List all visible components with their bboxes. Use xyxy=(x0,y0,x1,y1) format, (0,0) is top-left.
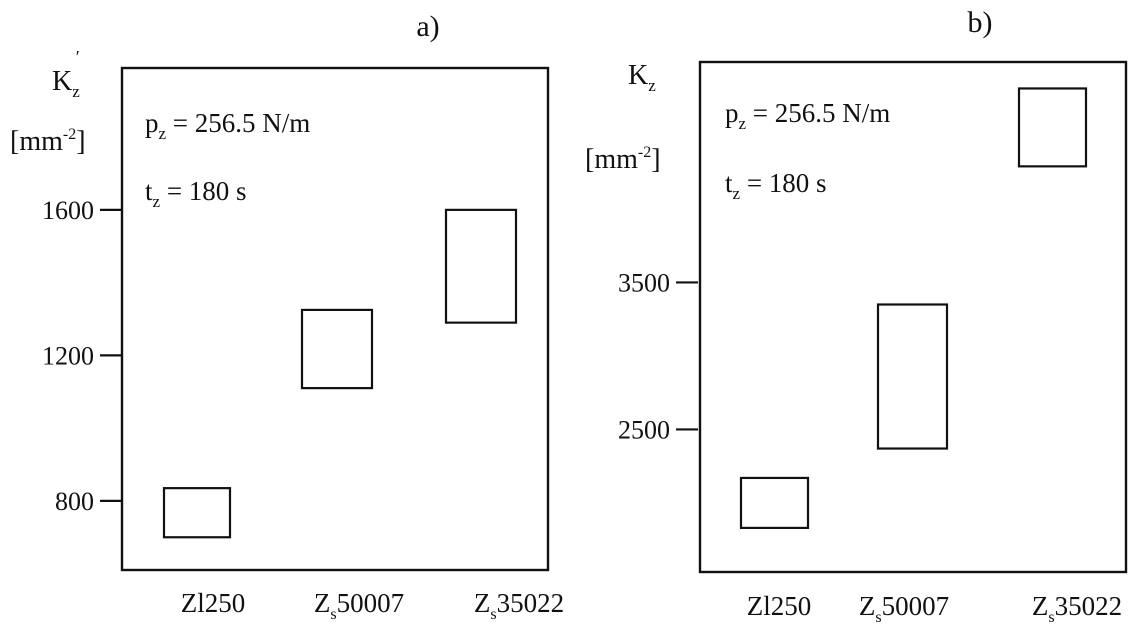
annotation-subscript: z xyxy=(159,124,167,143)
annotation-value: = 256.5 N/m xyxy=(746,98,890,128)
category-label-3: Zs35022 xyxy=(474,588,564,623)
category-subscript: s xyxy=(875,609,881,626)
unit-base: [mm xyxy=(10,126,63,157)
y-tick-label: 1600 xyxy=(42,196,94,225)
annotation-pressure: pz = 256.5 N/m xyxy=(145,108,310,143)
range-box-3 xyxy=(444,208,518,324)
unit-base: [mm xyxy=(585,144,638,175)
y-axis-subscript: z xyxy=(648,76,656,95)
y-tick-label: 800 xyxy=(55,487,94,516)
category-suffix: 50007 xyxy=(882,591,950,621)
unit-superscript: -2 xyxy=(63,126,76,143)
category-subscript: s xyxy=(1048,609,1054,626)
annotation-subscript: z xyxy=(733,184,741,203)
category-subscript: s xyxy=(330,606,336,623)
annotation-value: = 256.5 N/m xyxy=(166,108,310,138)
category-base: Zl250 xyxy=(181,588,246,618)
y-axis-symbol: K xyxy=(628,60,648,91)
y-tick-label: 1200 xyxy=(42,341,94,370)
category-label-1: Zl250 xyxy=(181,588,246,618)
annotation-pressure: pz = 256.5 N/m xyxy=(725,98,890,133)
annotation-symbol: t xyxy=(725,168,733,198)
category-suffix: 35022 xyxy=(497,588,565,618)
category-base: Zl250 xyxy=(747,591,812,621)
annotation-symbol: p xyxy=(725,98,739,128)
range-box-3 xyxy=(1017,87,1088,168)
category-base: Z xyxy=(859,591,876,621)
annotation-subscript: z xyxy=(153,192,161,211)
panel-label: a) xyxy=(416,10,439,43)
annotation-time: tz = 180 s xyxy=(725,168,827,203)
category-suffix: 50007 xyxy=(337,588,405,618)
range-box-1 xyxy=(739,476,810,530)
annotation-symbol: t xyxy=(145,176,153,206)
category-label-3: Zs35022 xyxy=(1032,591,1122,626)
range-box-2 xyxy=(876,303,949,450)
y-axis-unit: [mm-2] xyxy=(585,144,661,175)
panel-label: b) xyxy=(968,6,993,39)
y-axis-prime: ′ xyxy=(76,47,80,67)
category-base: Z xyxy=(314,588,331,618)
plot-frame xyxy=(698,60,1128,574)
annotation-symbol: p xyxy=(145,108,159,138)
category-suffix: 35022 xyxy=(1055,591,1123,621)
y-axis-unit: [mm-2] xyxy=(10,126,86,157)
annotation-value: = 180 s xyxy=(160,176,246,206)
annotation-subscript: z xyxy=(739,114,747,133)
y-axis-label: Kz xyxy=(628,60,656,95)
unit-close: ] xyxy=(651,144,660,175)
unit-superscript: -2 xyxy=(638,144,651,161)
plot-frame xyxy=(120,66,550,572)
y-tick-label: 3500 xyxy=(618,268,670,297)
range-box-2 xyxy=(300,308,374,390)
range-box-1 xyxy=(162,487,232,539)
annotation-value: = 180 s xyxy=(740,168,826,198)
unit-close: ] xyxy=(76,126,85,157)
category-label-1: Zl250 xyxy=(747,591,812,621)
category-label-2: Zs50007 xyxy=(314,588,404,623)
category-base: Z xyxy=(1032,591,1049,621)
y-axis-symbol: K xyxy=(52,66,72,97)
y-tick-label: 2500 xyxy=(618,415,670,444)
annotation-time: tz = 180 s xyxy=(145,176,247,211)
y-axis-subscript: z xyxy=(72,82,80,101)
y-axis-label: Kz ′ xyxy=(52,47,80,101)
category-label-2: Zs50007 xyxy=(859,591,949,626)
category-base: Z xyxy=(474,588,491,618)
category-subscript: s xyxy=(490,606,496,623)
